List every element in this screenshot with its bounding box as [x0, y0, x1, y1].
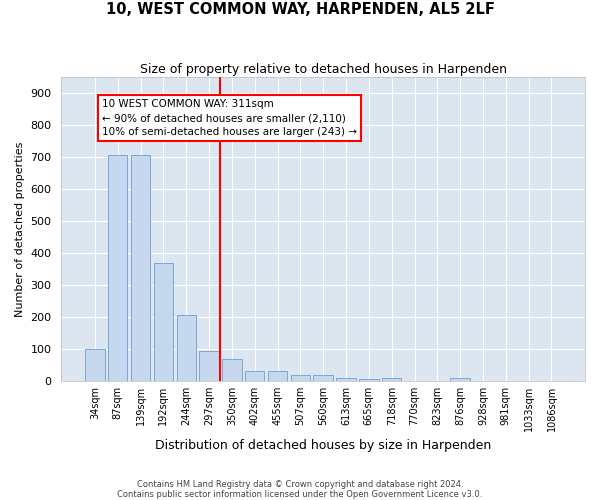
Bar [382, 378, 401, 381]
Text: 10 WEST COMMON WAY: 311sqm
← 90% of detached houses are smaller (2,110)
10% of s: 10 WEST COMMON WAY: 311sqm ← 90% of deta… [102, 99, 357, 137]
X-axis label: Distribution of detached houses by size in Harpenden: Distribution of detached houses by size … [155, 440, 491, 452]
Y-axis label: Number of detached properties: Number of detached properties [15, 141, 25, 316]
Bar [337, 378, 356, 381]
Text: 10, WEST COMMON WAY, HARPENDEN, AL5 2LF: 10, WEST COMMON WAY, HARPENDEN, AL5 2LF [106, 2, 494, 18]
Bar [290, 376, 310, 381]
Bar [108, 154, 127, 381]
Title: Size of property relative to detached houses in Harpenden: Size of property relative to detached ho… [140, 62, 507, 76]
Text: Contains HM Land Registry data © Crown copyright and database right 2024.
Contai: Contains HM Land Registry data © Crown c… [118, 480, 482, 499]
Bar [222, 358, 242, 381]
Bar [199, 350, 219, 381]
Bar [176, 316, 196, 381]
Bar [154, 262, 173, 381]
Bar [359, 379, 379, 381]
Bar [451, 378, 470, 381]
Bar [313, 376, 333, 381]
Bar [245, 372, 265, 381]
Bar [131, 154, 150, 381]
Bar [85, 349, 104, 381]
Bar [268, 371, 287, 381]
